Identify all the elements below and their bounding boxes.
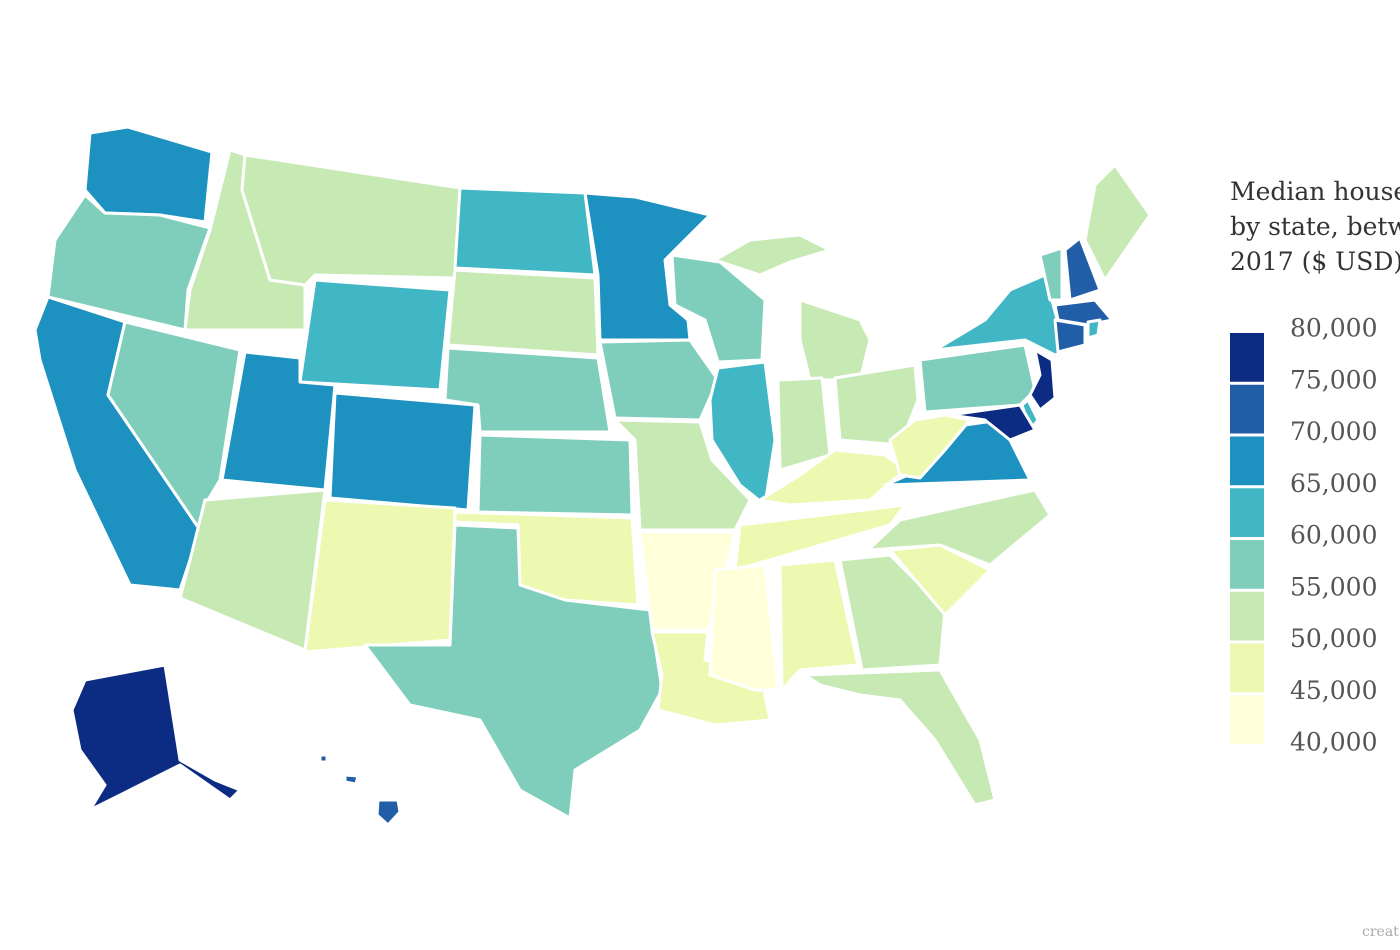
state [375, 798, 402, 827]
legend-swatch [1230, 384, 1264, 434]
state [240, 153, 462, 287]
state [70, 663, 242, 812]
state [948, 403, 1037, 442]
legend-label: 80,000 [1290, 314, 1377, 343]
state [670, 253, 767, 364]
legend-title: 2017 ($ USD) [1230, 247, 1400, 276]
legend-label: 45,000 [1290, 676, 1377, 705]
state [178, 488, 327, 652]
state [83, 125, 214, 224]
legend-swatch [1230, 488, 1264, 537]
state [918, 343, 1037, 414]
state [303, 498, 457, 654]
state [343, 773, 360, 786]
state [220, 350, 337, 492]
legend-swatch [1230, 643, 1264, 693]
state [298, 278, 452, 392]
legend-label: 75,000 [1290, 365, 1377, 394]
state [833, 363, 920, 447]
state [583, 191, 712, 342]
state [1083, 163, 1152, 282]
state [778, 558, 860, 692]
legend-title: Median house [1230, 177, 1400, 206]
legend-title: by state, betw [1230, 212, 1400, 241]
state [318, 753, 329, 764]
legend-label: 70,000 [1290, 417, 1377, 446]
state [733, 503, 907, 572]
legend-label: 60,000 [1290, 521, 1377, 550]
state [1063, 236, 1102, 302]
state [613, 418, 752, 532]
state [888, 413, 972, 480]
state [708, 563, 780, 692]
state [363, 523, 664, 820]
state [446, 268, 600, 357]
legend-swatch [1230, 436, 1264, 486]
legend-label: 50,000 [1290, 624, 1377, 653]
state [803, 668, 997, 807]
state [1086, 318, 1102, 340]
legend-swatch [1230, 540, 1264, 589]
state [443, 346, 612, 434]
state [866, 488, 1052, 567]
state [453, 186, 597, 277]
legend-label: 40,000 [1290, 728, 1377, 757]
state [328, 391, 477, 512]
state [713, 233, 832, 277]
legend-label: 55,000 [1290, 572, 1377, 601]
state [46, 193, 212, 332]
legend-label: 65,000 [1290, 469, 1377, 498]
state [708, 360, 777, 507]
state [650, 630, 772, 727]
state [476, 433, 634, 517]
state [798, 298, 872, 382]
state [1053, 318, 1087, 354]
legend-swatch [1230, 695, 1264, 744]
state [1038, 246, 1064, 302]
state [598, 338, 720, 422]
state [1028, 348, 1057, 412]
legend-swatch [1230, 591, 1264, 641]
legend-swatch [1230, 333, 1264, 382]
state [776, 376, 832, 472]
footer: creat [1362, 924, 1399, 940]
